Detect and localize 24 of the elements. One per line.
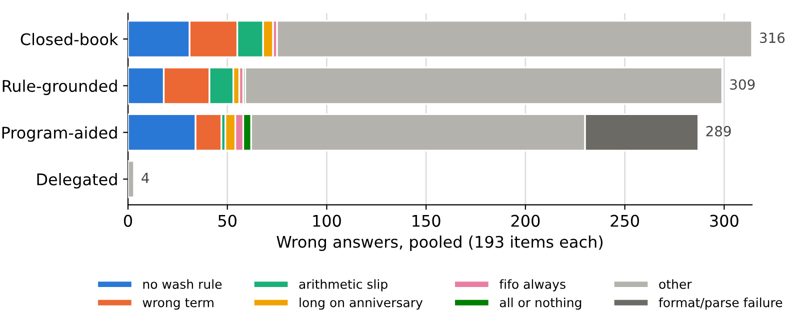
- x-tick-label: 300: [710, 214, 738, 227]
- legend-label: long on anniversary: [300, 298, 423, 310]
- annotation: 289: [706, 126, 731, 136]
- y-tick-label: Program-aided: [2, 126, 117, 142]
- y-tick-label: Closed-book: [20, 32, 118, 46]
- y-tick-label: Delegated: [37, 173, 117, 188]
- legend-label: other: [659, 279, 692, 289]
- y-tick-label: Rule-grounded: [2, 80, 117, 96]
- x-tick-label: 200: [511, 214, 540, 227]
- legend-label: wrong term: [142, 298, 214, 310]
- x-axis-title: Wrong answers, pooled (193 items each): [276, 236, 602, 251]
- x-tick-label: 0: [124, 214, 132, 227]
- x-tick-label: 100: [313, 214, 341, 227]
- legend-label: all or nothing: [500, 298, 582, 310]
- legend-label: format/parse failure: [658, 298, 782, 310]
- annotation: 309: [730, 79, 755, 90]
- legend-label: no wash rule: [143, 279, 222, 289]
- legend-label: fifo always: [499, 279, 566, 292]
- x-tick-label: 50: [218, 214, 236, 227]
- legend-label: arithmetic slip: [299, 279, 388, 292]
- annotation: 4: [142, 172, 149, 183]
- x-tick-label: 250: [610, 214, 639, 227]
- annotation: 316: [760, 32, 785, 44]
- x-tick-label: 150: [412, 214, 440, 227]
